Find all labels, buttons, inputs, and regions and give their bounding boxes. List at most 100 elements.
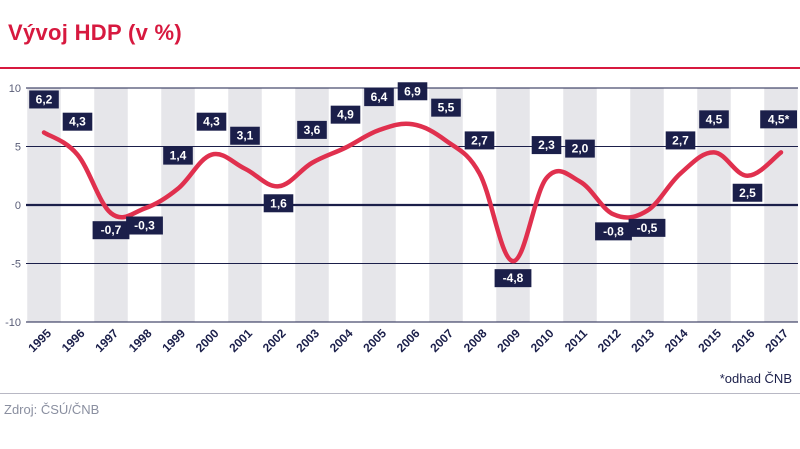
y-tick-label: -5 xyxy=(11,259,21,271)
data-label: 2,7 xyxy=(464,131,495,150)
data-label-box xyxy=(760,110,797,129)
data-label-text: -0,3 xyxy=(134,219,155,233)
data-label-box xyxy=(92,221,130,240)
y-tick-label: -10 xyxy=(5,317,21,329)
data-label-text: 4,9 xyxy=(337,108,354,122)
data-label: -0,3 xyxy=(126,216,163,235)
x-tick-label: 2007 xyxy=(427,326,456,355)
data-label-text: -0,5 xyxy=(637,221,658,235)
data-label-box xyxy=(126,216,163,235)
data-label-box xyxy=(397,82,428,101)
x-tick-label: 2004 xyxy=(327,326,356,355)
data-label-box xyxy=(196,112,227,131)
data-label: 5,5 xyxy=(431,98,461,117)
data-label: 4,3 xyxy=(62,112,93,131)
data-label-text: -0,8 xyxy=(603,224,624,238)
y-tick-label: 5 xyxy=(15,142,21,154)
data-label-box xyxy=(464,131,495,150)
data-label-box xyxy=(565,139,595,158)
data-label-text: 2,3 xyxy=(538,138,555,152)
title-divider xyxy=(0,67,800,69)
data-label: 6,4 xyxy=(364,88,394,107)
x-tick-label: 2017 xyxy=(762,326,791,355)
data-label-box xyxy=(29,90,59,109)
x-tick-label: 1999 xyxy=(159,326,188,355)
x-tick-label: 1997 xyxy=(92,326,121,355)
x-tick-label: 2010 xyxy=(528,326,557,355)
data-label-box xyxy=(628,218,666,237)
data-label-box xyxy=(263,194,294,213)
x-tick-label: 2014 xyxy=(662,326,691,355)
data-label: 2,5 xyxy=(732,183,763,202)
data-label-box xyxy=(163,146,193,165)
data-label: 6,9 xyxy=(397,82,428,101)
data-label: 2,0 xyxy=(565,139,595,158)
data-label: -0,5 xyxy=(628,218,666,237)
x-tick-label: 2003 xyxy=(293,326,322,355)
data-label-box xyxy=(330,105,361,124)
data-label-text: 6,9 xyxy=(404,84,421,98)
data-label: -0,7 xyxy=(92,221,130,240)
data-label-box xyxy=(230,126,260,145)
x-tick-label: 2001 xyxy=(226,326,255,355)
data-label: 6,2 xyxy=(29,90,59,109)
x-tick-label: 2002 xyxy=(260,326,289,355)
x-tick-label: 2012 xyxy=(595,326,624,355)
x-tick-label: 2013 xyxy=(628,326,657,355)
x-tick-label: 2005 xyxy=(360,326,389,355)
data-label-text: -0,7 xyxy=(101,223,122,237)
data-label-text: 3,1 xyxy=(237,129,254,143)
data-label-text: 2,5 xyxy=(739,186,756,200)
x-tick-label: 2011 xyxy=(562,326,591,355)
data-label-text: 1,6 xyxy=(270,196,287,210)
data-label-box xyxy=(699,110,729,129)
data-label: 4,5* xyxy=(760,110,797,129)
x-tick-label: 1995 xyxy=(25,326,54,355)
data-label-text: 4,5 xyxy=(706,112,723,126)
data-label-text: 4,3 xyxy=(69,115,86,129)
data-label: 3,6 xyxy=(297,120,327,139)
source-text: Zdroj: ČSÚ/ČNB xyxy=(4,402,100,417)
data-label: 1,6 xyxy=(263,194,294,213)
x-tick-label: 1996 xyxy=(59,326,88,355)
data-label-box xyxy=(732,183,763,202)
data-label-box xyxy=(62,112,93,131)
data-label-box xyxy=(494,269,532,288)
chart-title: Vývoj HDP (v %) xyxy=(8,20,183,45)
data-label-text: 3,6 xyxy=(304,123,321,137)
estimate-note: *odhad ČNB xyxy=(719,371,792,386)
data-label-text: 1,4 xyxy=(170,149,187,163)
data-label-text: 4,5* xyxy=(768,112,790,126)
data-label: 1,4 xyxy=(163,146,193,165)
data-label: 4,5 xyxy=(699,110,729,129)
series-line-hdp xyxy=(41,121,784,264)
x-tick-label: 2016 xyxy=(729,326,758,355)
x-tick-label: 2008 xyxy=(461,326,490,355)
x-tick-label: 1998 xyxy=(126,326,155,355)
x-tick-label: 2009 xyxy=(494,326,523,355)
data-label: -0,8 xyxy=(595,222,632,241)
x-tick-label: 2000 xyxy=(193,326,222,355)
data-label-text: 2,7 xyxy=(471,133,488,147)
data-label-box xyxy=(531,136,562,155)
data-label-text: 2,7 xyxy=(672,133,689,147)
data-label-box xyxy=(431,98,461,117)
y-tick-label: 10 xyxy=(9,83,21,95)
data-label-text: 6,2 xyxy=(36,92,53,106)
data-label: 4,9 xyxy=(330,105,361,124)
x-tick-label: 2006 xyxy=(394,326,423,355)
data-label-box xyxy=(665,131,696,150)
data-label-box xyxy=(297,120,327,139)
data-label-box xyxy=(595,222,632,241)
x-tick-label: 2015 xyxy=(695,326,724,355)
data-label-text: 5,5 xyxy=(438,101,455,115)
data-label: 2,7 xyxy=(665,131,696,150)
data-label: 3,1 xyxy=(230,126,260,145)
data-label-text: 6,4 xyxy=(371,90,388,104)
footer-divider xyxy=(0,393,800,394)
data-label-text: 4,3 xyxy=(203,115,220,129)
data-label-box xyxy=(364,88,394,107)
y-tick-label: 0 xyxy=(15,200,21,212)
data-label: 4,3 xyxy=(196,112,227,131)
